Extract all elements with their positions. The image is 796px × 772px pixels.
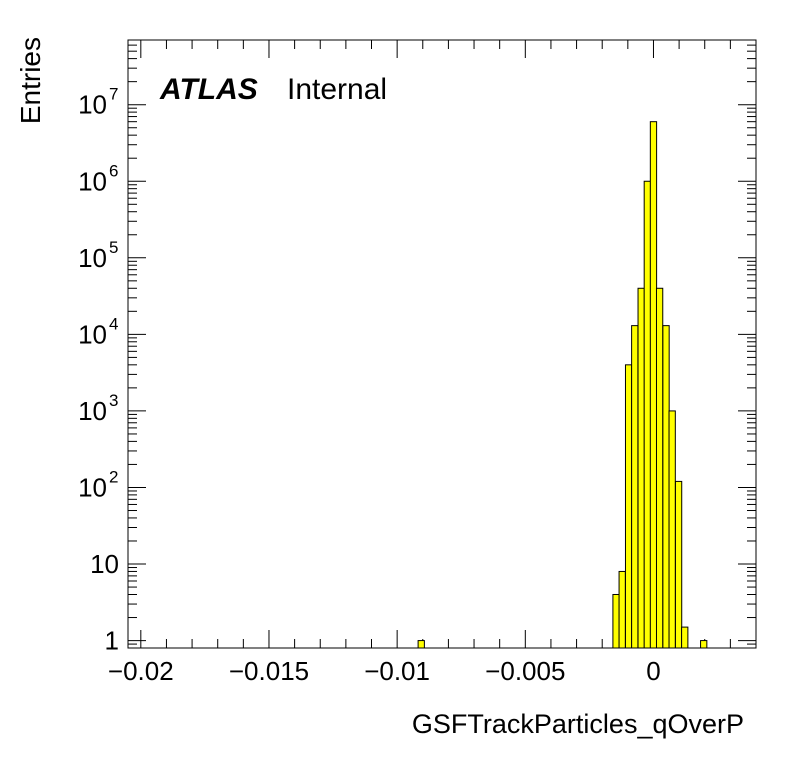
y-tick-label: 10 3 [78,391,118,426]
histogram-bar [662,325,670,649]
y-tick-label-base: 10 [78,473,107,503]
x-axis-label: GSFTrackParticles_qOverP [412,709,744,739]
x-tick-label: −0.01 [364,656,430,686]
histogram-bar [655,287,664,649]
y-axis-label: Entries [15,37,46,124]
x-tick-label: −0.02 [108,656,174,686]
histogram-bins [417,121,708,649]
histogram-bar [612,593,620,649]
y-tick-label-base: 10 [78,90,107,120]
y-tick-label-exponent: 7 [109,85,118,104]
y-tick-label: 10 6 [78,161,118,196]
histogram-bar [624,364,633,649]
y-tick-label: 10 7 [78,85,118,120]
y-tick-label-base: 10 [78,396,107,426]
histogram-bar [700,640,708,649]
histogram-bar [631,325,639,649]
y-tick-label-base: 10 [78,166,107,196]
histogram-bar [649,121,658,649]
atlas-label-bold: ATLAS [159,73,258,106]
histogram-bar [618,570,626,649]
x-tick-label: −0.015 [229,656,309,686]
histogram-bar [674,480,683,649]
x-tick-label: 0 [646,656,660,686]
histogram-bar [668,410,676,649]
y-tick-label-base: 10 [78,319,107,349]
y-tick-label-exponent: 3 [109,391,118,410]
y-tick-label-exponent: 4 [109,314,118,333]
plot-frame [127,39,757,649]
x-tick-label: −0.005 [485,656,565,686]
histogram-bar [681,626,689,649]
atlas-label-text: Internal [287,73,387,106]
x-tick-labels: −0.02 −0.015 −0.01 −0.005 0 [108,656,661,686]
y-tick-label: 10 2 [78,468,118,503]
y-tick-label-base: 10 [78,243,107,273]
histogram-bar [637,287,645,649]
y-tick-label-exponent: 5 [109,238,118,257]
y-tick-label: 1 [105,626,119,656]
histogram-bar [417,640,425,649]
y-tick-label: 10 5 [78,238,118,273]
histogram-bar [643,180,651,649]
y-tick-label: 10 4 [78,314,118,349]
y-tick-label-exponent: 6 [109,161,118,180]
y-tick-label: 10 [90,549,119,579]
y-tick-label-exponent: 2 [109,468,118,487]
